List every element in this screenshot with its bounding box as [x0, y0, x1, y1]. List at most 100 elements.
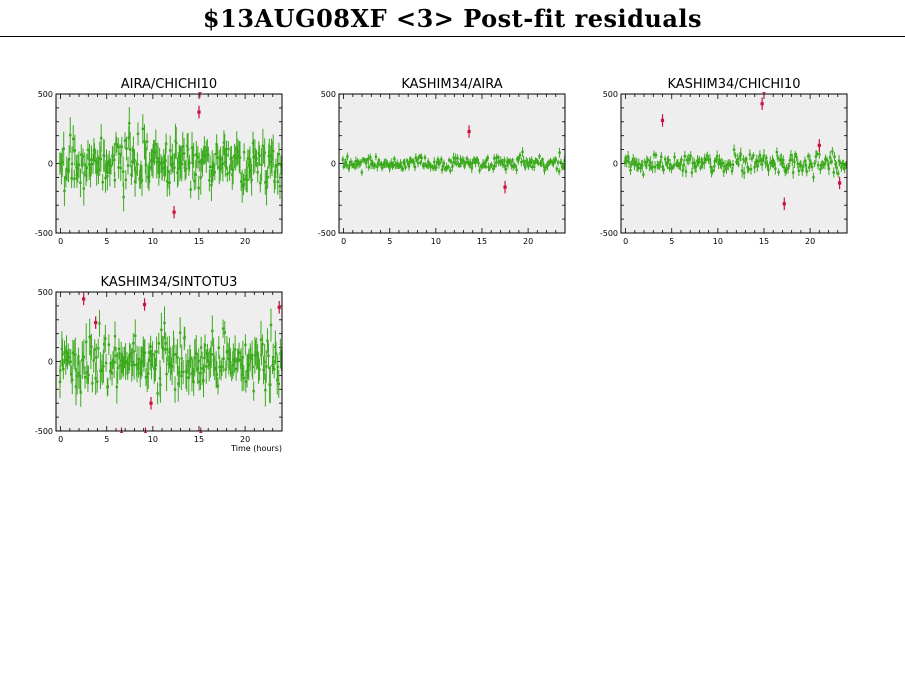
x-tick-label: 15 — [194, 435, 204, 444]
residual-point — [207, 153, 210, 156]
residual-point — [181, 145, 184, 148]
residual-point — [104, 337, 107, 340]
residual-point — [258, 154, 261, 157]
residual-point — [550, 161, 554, 164]
residual-point — [459, 157, 462, 161]
outlier-point — [119, 432, 124, 433]
residual-point — [117, 347, 121, 351]
x-tick-label: 15 — [759, 237, 769, 246]
residual-point — [676, 162, 680, 166]
residual-point — [205, 155, 208, 158]
x-tick-label: 20 — [523, 237, 533, 246]
residual-point — [523, 163, 526, 166]
residual-point — [104, 176, 107, 180]
residual-point — [280, 161, 282, 165]
residual-point — [208, 165, 212, 169]
residual-point — [235, 147, 238, 151]
residual-point — [162, 161, 165, 164]
residual-point — [257, 366, 260, 370]
residual-point — [177, 382, 180, 385]
residual-point — [711, 169, 714, 172]
residual-point — [101, 181, 104, 184]
residual-point — [793, 160, 796, 164]
residual-point — [192, 380, 195, 384]
residual-point — [82, 355, 85, 359]
residual-point — [82, 187, 85, 190]
residual-point — [274, 165, 278, 168]
residual-point — [558, 151, 561, 154]
residual-point — [801, 169, 804, 172]
residual-point — [154, 368, 157, 371]
residual-point — [134, 334, 137, 337]
residual-point — [654, 154, 658, 157]
y-tick-label: 500 — [321, 90, 336, 99]
residual-point — [540, 161, 543, 165]
residual-point — [83, 376, 87, 379]
residual-point — [249, 169, 253, 173]
residual-point — [750, 157, 754, 160]
residual-point — [94, 377, 97, 380]
residual-point — [180, 357, 183, 360]
residual-point — [264, 181, 267, 184]
residual-point — [231, 173, 234, 177]
residual-point — [180, 374, 183, 377]
residual-point — [98, 322, 101, 325]
residual-point — [510, 164, 513, 167]
residual-point — [171, 162, 175, 165]
residual-point — [463, 165, 466, 168]
residual-point — [122, 365, 125, 369]
residual-point — [388, 164, 392, 167]
residual-point — [703, 157, 706, 161]
residual-point — [499, 159, 502, 162]
residual-point — [229, 361, 232, 364]
residual-point — [433, 166, 437, 169]
residual-point — [191, 161, 194, 165]
residual-point — [353, 166, 357, 169]
residual-point — [106, 385, 110, 388]
residual-point — [276, 365, 279, 368]
residual-point — [782, 159, 785, 162]
residual-point — [202, 153, 205, 157]
residual-point — [436, 158, 440, 161]
residual-point — [503, 164, 507, 168]
residual-point — [758, 153, 762, 157]
residual-point — [390, 161, 393, 165]
y-tick-label: 0 — [48, 160, 53, 169]
residual-point — [131, 160, 134, 163]
residual-point — [178, 331, 182, 334]
residual-point — [80, 164, 84, 168]
residual-point — [198, 160, 201, 164]
residual-point — [273, 367, 276, 371]
residual-point — [807, 154, 810, 158]
residual-point — [95, 170, 98, 173]
residual-point — [59, 369, 62, 372]
outlier-point — [142, 302, 147, 307]
residual-point — [259, 338, 263, 341]
residual-point — [827, 167, 831, 170]
residual-point — [770, 162, 773, 165]
residual-point — [696, 159, 699, 162]
residual-point — [254, 156, 257, 159]
residual-point — [197, 186, 200, 190]
residual-point — [367, 157, 370, 161]
residual-point — [207, 363, 211, 367]
residual-point — [136, 163, 139, 166]
residual-point — [106, 163, 110, 166]
residual-point — [474, 161, 477, 164]
residual-point — [697, 161, 700, 164]
residual-point — [349, 160, 353, 164]
residual-point — [808, 159, 812, 162]
x-tick-label: 10 — [148, 237, 158, 246]
residual-point — [661, 165, 664, 169]
residual-point — [694, 165, 698, 168]
panel-title: KASHIM34/SINTOTU3 — [101, 275, 238, 290]
residual-point — [827, 164, 830, 167]
residual-point — [501, 163, 505, 167]
residual-point — [174, 140, 177, 143]
residual-point — [725, 167, 728, 171]
residual-point — [383, 162, 387, 165]
residual-point — [709, 165, 712, 169]
residual-point — [391, 165, 394, 168]
residual-point — [731, 163, 735, 167]
y-tick-label: 500 — [38, 288, 53, 297]
